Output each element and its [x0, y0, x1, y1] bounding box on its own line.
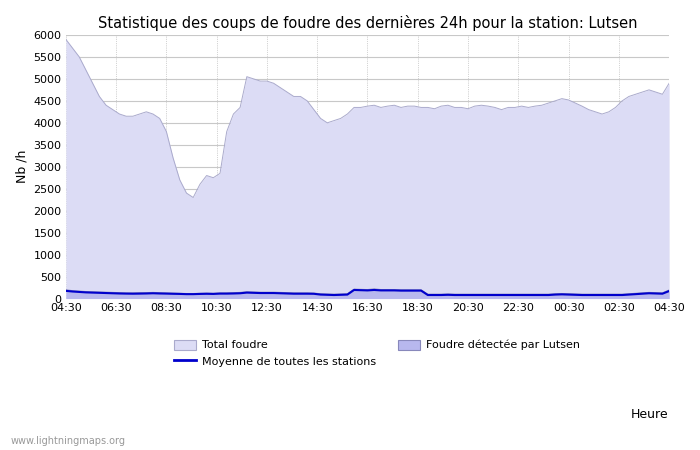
Y-axis label: Nb /h: Nb /h: [15, 150, 28, 184]
Text: Heure: Heure: [631, 408, 668, 421]
Title: Statistique des coups de foudre des dernières 24h pour la station: Lutsen: Statistique des coups de foudre des dern…: [98, 15, 637, 31]
Legend: Total foudre, Moyenne de toutes les stations, Foudre détectée par Lutsen: Total foudre, Moyenne de toutes les stat…: [174, 340, 580, 367]
Text: www.lightningmaps.org: www.lightningmaps.org: [10, 436, 125, 446]
